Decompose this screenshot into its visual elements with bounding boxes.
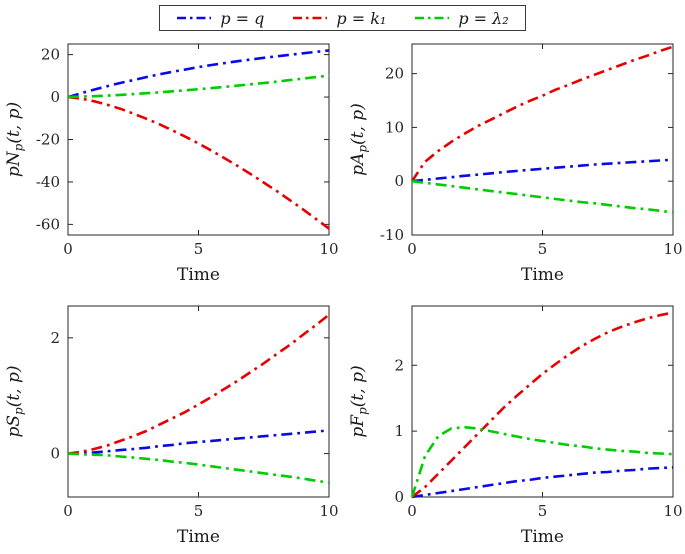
x-tick-label: 0 bbox=[407, 240, 417, 258]
y-tick-label: 0 bbox=[50, 445, 60, 463]
x-tick-label: 0 bbox=[63, 502, 73, 520]
axes-box bbox=[411, 305, 673, 498]
legend-label: p = k₁ bbox=[336, 8, 387, 28]
axes-box bbox=[67, 43, 329, 236]
y-tick-label: 2 bbox=[50, 329, 60, 347]
series-line bbox=[411, 158, 673, 183]
axes-box bbox=[67, 305, 329, 498]
series-line bbox=[67, 49, 329, 99]
subplot-pNp: 0 5 10 20 0 -20 -40 -60 Time pNp(t, p) bbox=[4, 43, 338, 285]
y-tick-label: 20 bbox=[40, 46, 59, 64]
y-axis-label: pFp(t, p) bbox=[348, 365, 370, 437]
x-tick-label: 10 bbox=[663, 502, 682, 520]
x-tick-label: 5 bbox=[193, 240, 203, 258]
y-axis-label: pAp(t, p) bbox=[348, 103, 370, 176]
x-tick-label: 10 bbox=[319, 240, 338, 258]
y-tick-label: -40 bbox=[35, 173, 59, 191]
series-line bbox=[411, 179, 673, 214]
dash-dot-line-sample-icon bbox=[415, 16, 450, 20]
x-axis-label: Time bbox=[521, 265, 564, 285]
x-axis-label: Time bbox=[177, 527, 220, 547]
series-line bbox=[411, 466, 673, 499]
dash-dot-line-sample-icon bbox=[177, 16, 212, 20]
legend-item: p = q bbox=[176, 9, 264, 28]
plots-grid: 0 5 10 20 0 -20 -40 -60 Time pNp(t, p) 0 5 10 20 10 0-… bbox=[2, 35, 684, 549]
y-tick-label: 1 bbox=[394, 422, 404, 440]
y-tick-label: -10 bbox=[379, 226, 403, 244]
series-line bbox=[67, 429, 329, 455]
legend-label: p = λ₂ bbox=[458, 8, 509, 28]
series-line bbox=[410, 311, 673, 499]
y-axis-label: pNp(t, p) bbox=[4, 102, 26, 177]
axes-box bbox=[411, 43, 673, 236]
x-axis-label: Time bbox=[177, 265, 220, 285]
x-tick-label: 5 bbox=[193, 502, 203, 520]
x-tick-label: 5 bbox=[537, 502, 547, 520]
y-tick-label: -20 bbox=[35, 131, 59, 149]
y-tick-label: -60 bbox=[35, 215, 59, 233]
series-line bbox=[67, 95, 330, 230]
series-line bbox=[67, 313, 330, 455]
dash-dot-line-sample-icon bbox=[293, 16, 328, 20]
y-tick-label: 0 bbox=[50, 88, 60, 106]
series-line bbox=[67, 452, 329, 484]
x-tick-label: 5 bbox=[537, 240, 547, 258]
subplot-pSp: 0 5 10 2 0 Time pSp(t, p) bbox=[4, 305, 338, 547]
x-tick-label: 10 bbox=[663, 240, 682, 258]
x-tick-label: 0 bbox=[63, 240, 73, 258]
y-tick-label: 10 bbox=[384, 118, 403, 136]
series-line bbox=[67, 74, 329, 99]
y-tick-label: 2 bbox=[394, 356, 404, 374]
y-axis-label: pSp(t, p) bbox=[4, 365, 26, 437]
series-line bbox=[410, 425, 673, 498]
legend-item: p = k₁ bbox=[292, 9, 386, 28]
x-axis-label: Time bbox=[521, 527, 564, 547]
legend-item: p = λ₂ bbox=[414, 8, 509, 28]
x-tick-label: 10 bbox=[319, 502, 338, 520]
legend: p = q p = k₁ p = λ₂ bbox=[159, 5, 526, 31]
x-tick-label: 0 bbox=[407, 502, 417, 520]
legend-label: p = q bbox=[220, 8, 265, 28]
y-tick-label: 0 bbox=[394, 488, 404, 506]
y-tick-label: 20 bbox=[384, 65, 403, 83]
y-tick-label: 0 bbox=[394, 172, 404, 190]
